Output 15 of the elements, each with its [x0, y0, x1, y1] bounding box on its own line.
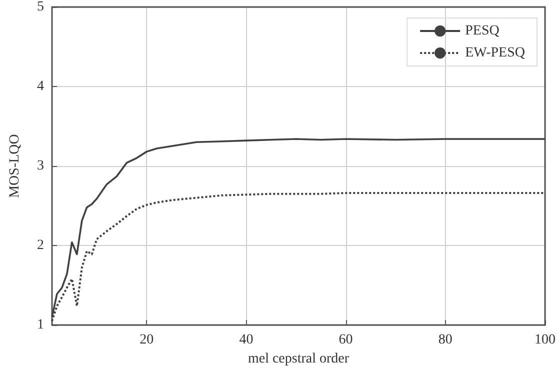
y-axis-title: MOS-LQO [8, 134, 22, 198]
y-tick-label: 3 [37, 158, 44, 174]
x-tick-label: 100 [534, 332, 556, 348]
x-tick-label: 80 [438, 332, 452, 348]
x-axis-title: mel cepstral order [248, 351, 350, 366]
line-series [51, 138, 546, 318]
y-tick-label: 5 [37, 0, 44, 14]
legend-label: PESQ [465, 24, 500, 38]
x-tick-label: 60 [338, 332, 353, 348]
y-tick-label: 1 [37, 318, 44, 332]
y-tick-label: 4 [37, 79, 44, 94]
x-tick-label: 20 [140, 332, 154, 348]
y-tick-label: 2 [37, 238, 44, 253]
legend-label: EW-PESQ [465, 46, 525, 60]
x-tick-label: 40 [239, 332, 254, 348]
